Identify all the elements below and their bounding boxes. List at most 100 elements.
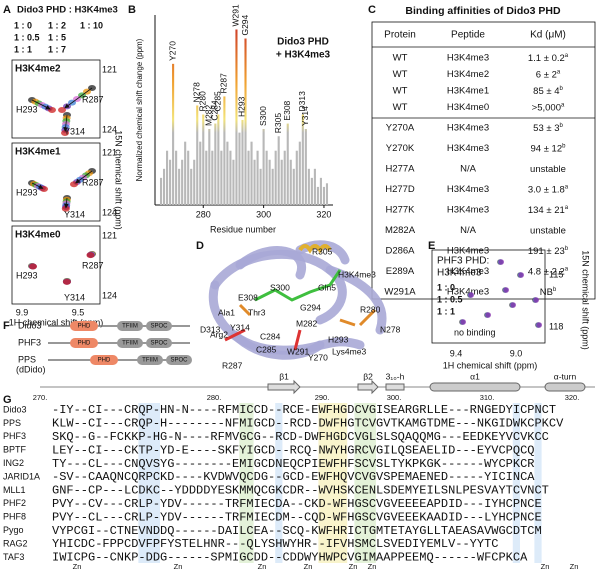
bar-annotation: Y270 bbox=[167, 41, 177, 61]
residue-label: Lys4me3 bbox=[332, 346, 366, 356]
x-axis-label: 1H chemical shift (ppm) bbox=[9, 317, 104, 327]
y-tick-label: 118 bbox=[549, 321, 563, 331]
table-cell: H3K4me3 bbox=[447, 246, 489, 257]
kd-value: 85 ± 4 bbox=[533, 86, 559, 97]
peak bbox=[510, 302, 516, 308]
sequence: TY---CL---CNQVSYG--------EMIGCDNEQCPIEWF… bbox=[52, 457, 534, 471]
zn-label: Zn bbox=[349, 562, 358, 571]
kd-value: 4.8 ± 2.2 bbox=[528, 266, 565, 277]
shift-arrow bbox=[63, 114, 69, 132]
conserved-column bbox=[534, 403, 542, 563]
bar bbox=[295, 150, 298, 205]
bar bbox=[205, 150, 208, 205]
table-cell: 1.1 ± 0.2a bbox=[528, 53, 569, 64]
table-cell: Y270A bbox=[386, 123, 415, 134]
table-cell: H3K4me3 bbox=[447, 184, 489, 195]
bar bbox=[208, 129, 211, 205]
table-cell: H277D bbox=[385, 184, 415, 195]
helix bbox=[544, 382, 586, 392]
residue-number: 270. bbox=[33, 393, 48, 402]
sequence: LEY--CI---CKTP-YD-E----SKFYIGCD--RCQ-NWY… bbox=[52, 443, 534, 457]
sequence-name: Dido3 bbox=[3, 404, 27, 414]
sequence-name: PPS bbox=[3, 418, 21, 428]
bar bbox=[223, 96, 226, 205]
bar bbox=[159, 177, 163, 205]
table-cell: H3K4me3 bbox=[447, 287, 489, 298]
panel-label: E bbox=[428, 240, 435, 252]
conserved-column bbox=[239, 403, 254, 563]
residue-label: Thr3 bbox=[248, 307, 266, 317]
residue-label: S300 bbox=[270, 282, 290, 292]
bar bbox=[202, 114, 205, 205]
bar bbox=[184, 141, 187, 205]
bar-annotation: E308 bbox=[282, 100, 292, 120]
side-chain bbox=[224, 328, 246, 342]
bar bbox=[238, 132, 241, 205]
table-cell: H3K4me3 bbox=[447, 266, 489, 277]
protein-name: PHF3 bbox=[18, 337, 41, 347]
shift-arrow bbox=[31, 99, 51, 110]
strand bbox=[267, 379, 301, 395]
chart-title: Dido3 PHD bbox=[277, 37, 329, 48]
ratio-label: 1 : 10 bbox=[80, 20, 103, 30]
ratio-label: 1 : 5 bbox=[48, 32, 66, 42]
table-cell: E289A bbox=[386, 266, 415, 277]
peptide bbox=[254, 269, 342, 302]
conserved-column bbox=[275, 403, 283, 563]
bar bbox=[259, 168, 262, 205]
shift-arrow bbox=[63, 197, 69, 209]
table-cell: H3K4me1 bbox=[447, 86, 489, 97]
residue-label: Ala1 bbox=[218, 307, 235, 317]
side-chain bbox=[358, 308, 377, 327]
x-axis-label: 1H chemical shift (ppm) bbox=[443, 360, 538, 370]
ratio-label: 1 : 0.5 bbox=[437, 294, 463, 304]
ratio-label: 1 : 7 bbox=[48, 44, 66, 54]
table-cell: H3K4me3 bbox=[447, 123, 489, 134]
residue-label: Y314 bbox=[230, 322, 250, 332]
peak bbox=[58, 107, 66, 113]
kd-value: 3.0 ± 1.8 bbox=[528, 184, 565, 195]
kd-note: b bbox=[560, 123, 564, 129]
table-cell: H3K4me3 bbox=[447, 205, 489, 216]
side-chain bbox=[293, 329, 302, 351]
residue-number: 320. bbox=[565, 393, 580, 402]
domain bbox=[146, 321, 172, 331]
domain bbox=[70, 338, 98, 348]
sequence-name: PHF3 bbox=[3, 431, 26, 441]
peak bbox=[40, 186, 48, 192]
ratio-label: 1 : 2 bbox=[48, 20, 66, 30]
table-cell: 4.8 ± 2.2a bbox=[528, 266, 569, 277]
bar bbox=[235, 29, 238, 205]
zn-label: Zn bbox=[304, 562, 313, 571]
spectrum-title: PHF3 PHD: bbox=[437, 256, 489, 267]
sequence: GNF--CP---LCDKC--YDDDDYESKMMQCGKCDR--WVH… bbox=[52, 484, 549, 498]
domain bbox=[137, 355, 163, 365]
kd-note: b bbox=[562, 143, 566, 149]
table-title: Binding affinities of Dido3 PHD bbox=[405, 5, 561, 17]
bar bbox=[199, 141, 202, 205]
spectrum-subtitle: H3K4me3 bbox=[437, 268, 482, 279]
sequence-name: RAG2 bbox=[3, 538, 28, 548]
bar bbox=[190, 168, 193, 205]
peak-label: R287 bbox=[82, 260, 104, 270]
sequence: YHICDC-FPPCDVFPFYSTELHNR---QLYSHWYHR--IF… bbox=[52, 537, 498, 551]
chart-subtitle: + H3K4me3 bbox=[276, 50, 331, 61]
helix bbox=[298, 244, 332, 254]
ratio-label: 1 : 1 bbox=[437, 306, 455, 316]
bar-annotation: D313 bbox=[297, 91, 307, 112]
y-axis-label: Normalized chemical shift change (ppm) bbox=[135, 38, 144, 181]
panel-a-title: Dido3 PHD : H3K4me3 bbox=[17, 5, 118, 16]
bar bbox=[271, 168, 274, 205]
x-tick-label: 9.9 bbox=[16, 307, 29, 317]
panel-label: D bbox=[196, 240, 204, 252]
zn-label: Zn bbox=[570, 562, 579, 571]
x-tick-label: 280 bbox=[196, 209, 211, 219]
conserved-column bbox=[138, 403, 160, 563]
x-tick-label: 9.0 bbox=[510, 348, 523, 358]
x-axis-label: Residue number bbox=[210, 224, 276, 234]
x-tick-label: 300 bbox=[256, 209, 271, 219]
bar bbox=[211, 150, 214, 205]
domain bbox=[90, 355, 118, 365]
residue-label: Arg2 bbox=[210, 329, 228, 339]
